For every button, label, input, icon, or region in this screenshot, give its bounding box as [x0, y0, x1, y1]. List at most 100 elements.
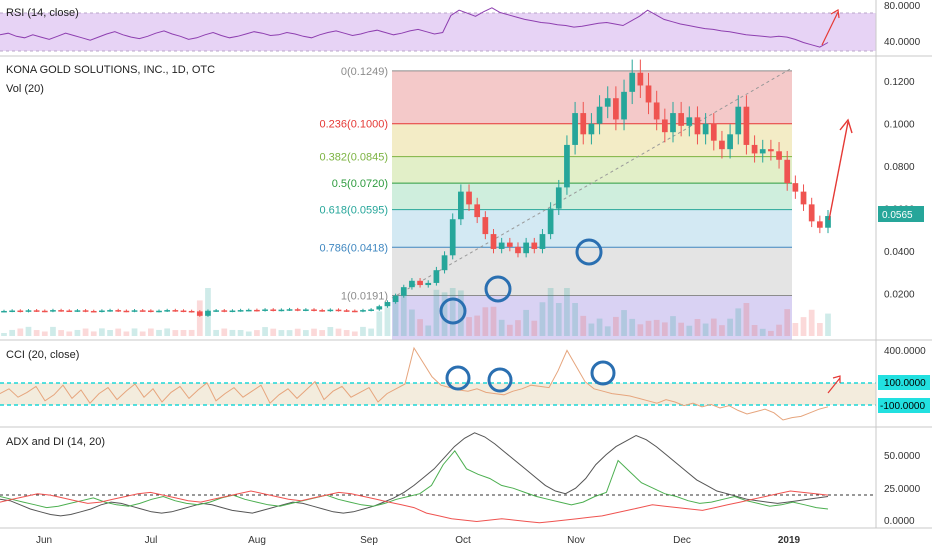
- volume-bar: [735, 308, 742, 336]
- price-arrow-head-icon: [839, 118, 853, 134]
- cci-tick-100: 100.0000: [884, 378, 926, 389]
- candle-body: [768, 149, 774, 152]
- candle-body: [800, 191, 807, 205]
- volume-bar: [547, 288, 554, 336]
- candle-body: [409, 280, 415, 288]
- minus-di-line: [0, 490, 829, 524]
- candle-body: [294, 309, 301, 311]
- volume-bar: [188, 329, 195, 336]
- volume-bar: [115, 328, 122, 336]
- adx-line: [0, 432, 829, 517]
- candle-body: [482, 217, 489, 235]
- volume-bar: [392, 299, 399, 336]
- candle-body: [449, 219, 456, 256]
- candle-body: [17, 310, 24, 313]
- candle-body: [637, 72, 644, 86]
- candle-body: [319, 310, 326, 312]
- volume-bar: [58, 330, 64, 336]
- candle-body: [147, 310, 154, 313]
- volume-bar: [482, 307, 489, 336]
- candle-body: [254, 309, 260, 312]
- price-candles: [1, 59, 831, 317]
- volume-bar: [474, 315, 481, 336]
- candle-body: [661, 119, 668, 133]
- rsi-panel[interactable]: RSI (14, close) 80.0000 40.0000: [0, 1, 921, 52]
- candle-body: [172, 310, 179, 312]
- candle-body: [539, 234, 546, 249]
- adx-panel[interactable]: ADX and DI (14, 20) 50.0000 25.0000 0.00…: [0, 432, 921, 527]
- volume-bar: [9, 329, 16, 336]
- volume-bar: [506, 324, 513, 336]
- candle-body: [58, 310, 64, 312]
- time-tick: Aug: [248, 535, 266, 546]
- volume-bar: [588, 323, 595, 336]
- volume-bar: [327, 327, 334, 336]
- fib-level-label: 0.382(0.0845): [320, 152, 389, 164]
- volume-bar: [759, 328, 766, 336]
- fib-zone: [392, 295, 792, 340]
- candle-body: [188, 310, 195, 313]
- volume-bar: [719, 325, 725, 336]
- volume-bar: [213, 329, 219, 336]
- circle-annotation-3: [575, 238, 603, 266]
- volume-bar: [751, 325, 758, 336]
- time-tick: Jun: [36, 535, 52, 546]
- candle-body: [710, 123, 717, 141]
- candle-body: [417, 280, 423, 286]
- volume-bar: [107, 330, 113, 336]
- volume-bar: [196, 300, 203, 336]
- rsi-label: RSI (14, close): [6, 7, 79, 19]
- volume-bar: [221, 328, 228, 336]
- cci-circle-annotation-3: [590, 360, 616, 386]
- volume-bar: [400, 295, 407, 336]
- volume-bar: [808, 309, 815, 336]
- volume-bar: [270, 328, 277, 336]
- cci-panel[interactable]: CCI (20, close) 400.0000 100.0000 -100.0…: [0, 346, 930, 421]
- candle-body: [139, 310, 146, 312]
- price-arrow-annotation: [828, 121, 849, 221]
- volume-bar: [368, 328, 374, 336]
- adx-tick-50: 50.0000: [884, 451, 921, 462]
- cci-circle-annotation-1: [445, 365, 471, 391]
- cci-line: [0, 346, 829, 421]
- candle-body: [343, 310, 350, 312]
- fibonacci-retracement[interactable]: 0(0.1249) 0.236(0.1000) 0.382(0.0845) 0.5(0…: [320, 66, 793, 340]
- volume-bar: [147, 328, 154, 336]
- volume-bar: [172, 330, 179, 336]
- candle-body: [237, 310, 244, 312]
- rsi-band: [0, 13, 876, 51]
- volume-bar: [25, 326, 32, 336]
- candle-body: [678, 113, 685, 126]
- candle-body: [613, 98, 619, 120]
- price-tick: 0.0400: [884, 247, 915, 258]
- candle-body: [286, 309, 293, 311]
- time-tick: Jul: [145, 535, 158, 546]
- fib-level-label: 0.236(0.1000): [320, 119, 389, 131]
- volume-bar: [335, 328, 342, 336]
- volume-bar: [449, 288, 456, 336]
- adx-tick-25: 25.0000: [884, 484, 921, 495]
- volume-bar: [409, 309, 415, 336]
- volume-bar: [311, 328, 317, 336]
- volume-bar: [441, 292, 448, 336]
- time-axis[interactable]: Jun Jul Aug Sep Oct Nov Dec 2019: [36, 535, 801, 546]
- candle-body: [466, 191, 472, 205]
- candle-body: [653, 102, 660, 120]
- candle-body: [629, 72, 636, 92]
- volume-bar: [523, 309, 529, 336]
- volume-bar: [637, 324, 644, 336]
- candle-body: [515, 246, 521, 254]
- candle-body: [245, 309, 252, 312]
- volume-bar: [539, 302, 546, 336]
- candle-body: [270, 309, 277, 311]
- volume-bar: [490, 306, 497, 336]
- volume-bar: [286, 330, 293, 336]
- candle-body: [735, 106, 742, 135]
- cci-100-badge: [878, 375, 930, 390]
- candle-body: [74, 310, 81, 312]
- volume-bar: [702, 323, 709, 336]
- main-price-panel[interactable]: 0(0.1249) 0.236(0.1000) 0.382(0.0845) 0.5(0…: [1, 59, 924, 340]
